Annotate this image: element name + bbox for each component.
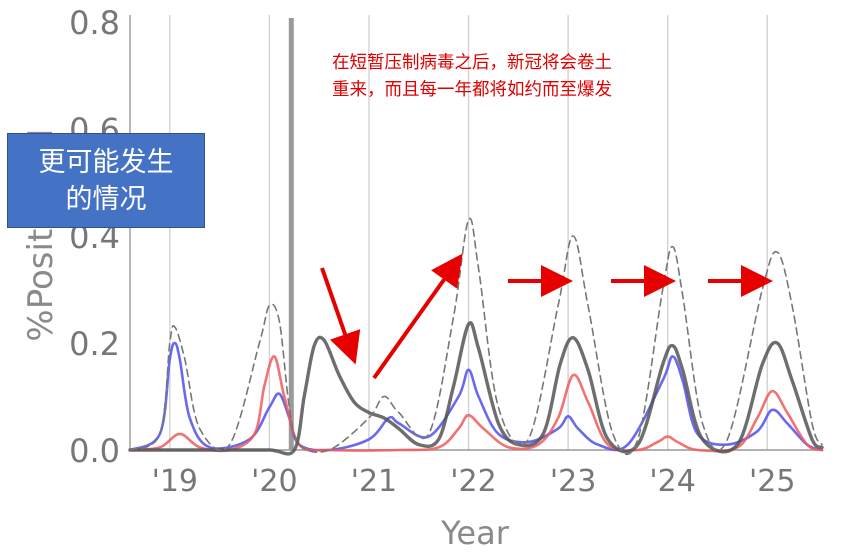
series-line-0 — [128, 341, 824, 452]
series-lines — [128, 217, 824, 456]
x-tick-label-4: '23 — [550, 464, 596, 499]
y-tick-labels: 0.00.20.40.60.8 — [69, 4, 120, 470]
y-tick-label-4: 0.8 — [69, 4, 120, 42]
callout-line-2: 的情况 — [65, 183, 147, 215]
x-axis-title: Year — [440, 514, 510, 552]
x-tick-label-2: '21 — [351, 464, 397, 499]
y-tick-label-0: 0.0 — [69, 432, 120, 470]
scenario-callout-box: 更可能发生 的情况 — [7, 133, 205, 228]
x-tick-label-3: '22 — [450, 464, 496, 499]
x-tick-label-0: '19 — [152, 464, 198, 499]
y-tick-label-1: 0.2 — [69, 325, 120, 363]
annotation-arrows — [320, 253, 773, 380]
series-line-2 — [128, 321, 824, 456]
series-line-3 — [129, 217, 823, 455]
x-tick-label-5: '24 — [649, 464, 695, 499]
note-line-1: 在短暂压制病毒之后，新冠将会卷土 — [332, 53, 612, 73]
x-tick-label-1: '20 — [251, 464, 297, 499]
vertical-gridlines — [169, 15, 768, 450]
down-arrow — [320, 267, 361, 365]
x-tick-labels: '19 '20 '21 '22 '23 '24 '25 — [152, 464, 796, 499]
annotation-note: 在短暂压制病毒之后，新冠将会卷土 重来，而且每一年都将如约而至爆发 — [332, 50, 732, 104]
x-tick-label-6: '25 — [749, 464, 795, 499]
callout-line-1: 更可能发生 — [38, 146, 174, 178]
note-line-2: 重来，而且每一年都将如约而至爆发 — [332, 80, 612, 100]
up-arrow — [372, 253, 463, 380]
